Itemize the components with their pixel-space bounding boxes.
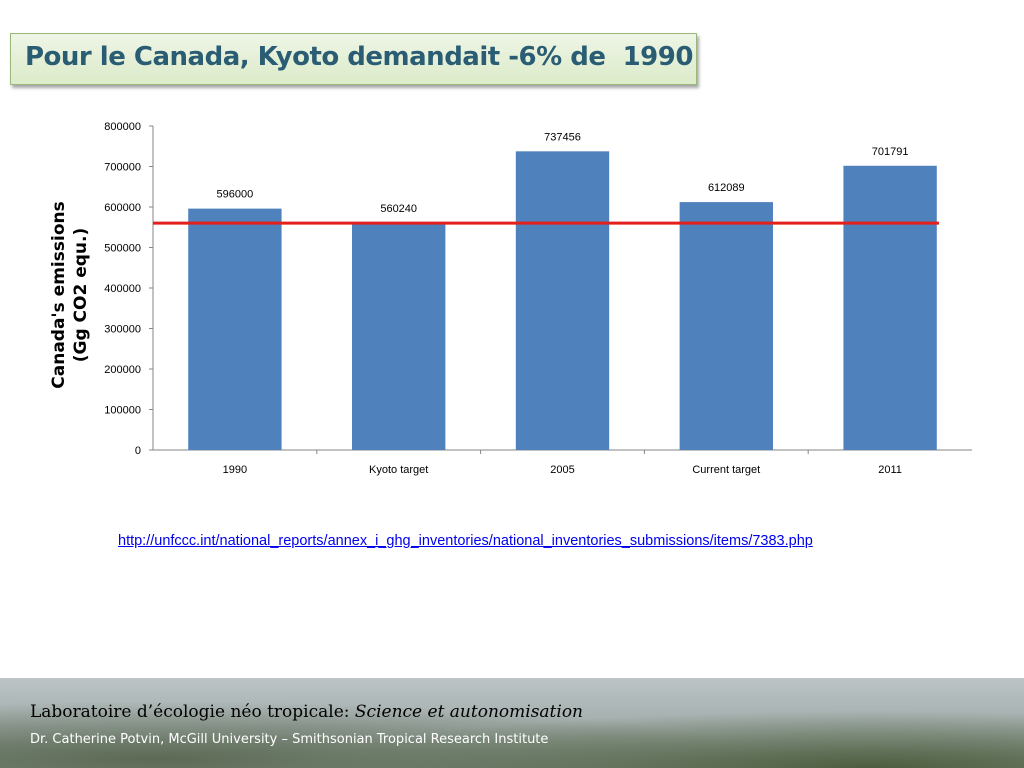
x-tick-label: 2011 bbox=[878, 464, 902, 476]
slide-title-box: Pour le Canada, Kyoto demandait -6% de 1… bbox=[10, 33, 697, 85]
data-label: 737456 bbox=[544, 131, 581, 143]
y-tick-label: 0 bbox=[135, 445, 141, 457]
bar bbox=[679, 202, 773, 450]
y-axis-label-line-2: (Gg CO2 equ.) bbox=[71, 227, 91, 362]
x-tick-label: 2005 bbox=[550, 464, 574, 476]
y-axis-label-line-1: Canada's emissions bbox=[49, 200, 69, 389]
y-axis-label: Canada's emissions (Gg CO2 equ.) bbox=[40, 201, 100, 388]
bar bbox=[352, 223, 446, 450]
y-tick-label: 700000 bbox=[104, 162, 141, 174]
source-link[interactable]: http://unfccc.int/national_reports/annex… bbox=[118, 533, 813, 549]
y-tick-label: 400000 bbox=[104, 283, 141, 295]
x-tick-label: Kyoto target bbox=[369, 464, 428, 476]
bar bbox=[188, 208, 282, 450]
y-tick-label: 600000 bbox=[104, 202, 141, 214]
y-tick-label: 200000 bbox=[104, 364, 141, 376]
y-tick-label: 300000 bbox=[104, 324, 141, 336]
y-tick-label: 800000 bbox=[104, 121, 141, 133]
footer-lab-text: Laboratoire d’écologie néo tropicale: bbox=[30, 702, 355, 722]
slide-title: Pour le Canada, Kyoto demandait -6% de 1… bbox=[25, 42, 693, 72]
data-label: 560240 bbox=[380, 203, 417, 215]
data-label: 701791 bbox=[872, 146, 909, 158]
bar-chart: 0 100000 200000 300000 400000 500000 600000 700… bbox=[104, 121, 972, 476]
y-tick-label: 500000 bbox=[104, 243, 141, 255]
x-tick-label: Current target bbox=[692, 464, 760, 476]
data-label: 596000 bbox=[217, 189, 254, 201]
data-label: 612089 bbox=[708, 182, 745, 194]
footer-banner: Laboratoire d’écologie néo tropicale: Sc… bbox=[0, 678, 1024, 768]
footer-credits: Dr. Catherine Potvin, McGill University … bbox=[30, 732, 549, 747]
footer-lab-italic: Science et autonomisation bbox=[354, 702, 584, 722]
x-tick-label: 1990 bbox=[223, 464, 247, 476]
y-tick-label: 100000 bbox=[104, 405, 141, 417]
bar bbox=[515, 151, 610, 450]
footer-lab-name: Laboratoire d’écologie néo tropicale: Sc… bbox=[30, 702, 583, 722]
bar bbox=[843, 165, 937, 450]
